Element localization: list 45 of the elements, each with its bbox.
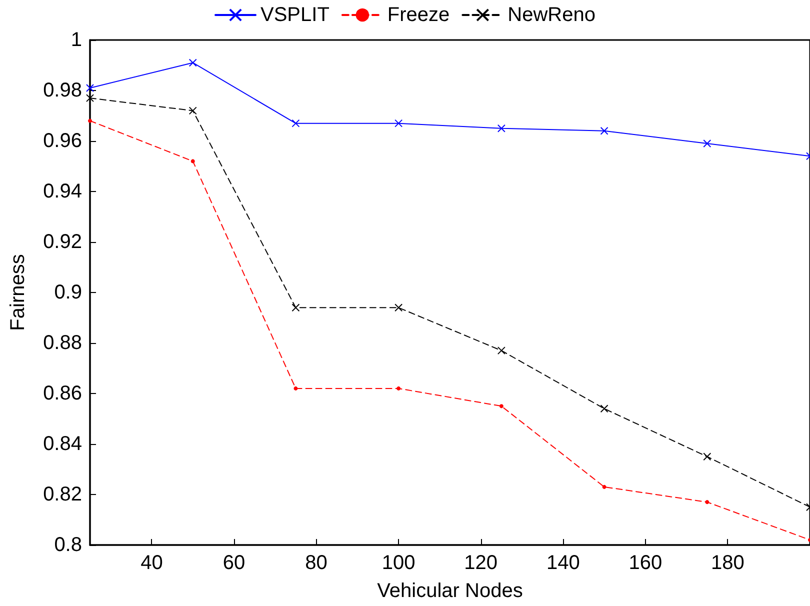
point	[394, 119, 403, 128]
point	[705, 500, 710, 504]
x-tick-label: 40	[140, 552, 163, 574]
point	[600, 126, 608, 135]
point	[703, 452, 712, 461]
point	[499, 404, 504, 408]
point	[703, 140, 712, 148]
legend-label: VSPLIT	[260, 4, 330, 26]
y-tick-label: 0.88	[43, 332, 82, 354]
point	[188, 58, 197, 67]
x-tick-label: 80	[305, 552, 328, 574]
x-tick-label: 100	[382, 552, 416, 574]
point	[292, 119, 300, 128]
y-tick-label: 0.96	[43, 130, 82, 152]
x-tick-label: 60	[222, 552, 246, 574]
x-tick-label: 140	[546, 552, 580, 574]
legend-label: NewReno	[508, 4, 596, 26]
x-tick-label: 180	[711, 552, 744, 574]
point	[292, 304, 300, 312]
point	[394, 304, 403, 312]
y-tick-label: 1	[70, 29, 82, 51]
y-tick-label: 0.94	[43, 180, 82, 202]
x-tick-label: 160	[628, 552, 662, 574]
point	[294, 386, 298, 390]
point	[396, 386, 401, 390]
x-tick-label: 120	[464, 552, 498, 574]
y-axis-title: Fairness	[7, 254, 29, 331]
legend-label: Freeze	[387, 4, 450, 26]
point	[88, 118, 92, 123]
point	[497, 124, 506, 132]
point	[497, 346, 506, 355]
y-tick-label: 0.98	[43, 80, 82, 102]
point	[86, 84, 94, 92]
point	[188, 106, 197, 115]
point	[600, 404, 608, 413]
y-tick-label: 0.9	[54, 282, 82, 304]
point	[190, 159, 195, 164]
point	[602, 484, 606, 489]
y-tick-label: 0.82	[43, 484, 82, 506]
y-tick-label: 0.92	[43, 231, 82, 253]
y-tick-label: 0.84	[43, 433, 82, 455]
y-tick-label: 0.8	[54, 534, 82, 556]
x-axis-title: Vehicular Nodes	[377, 580, 523, 602]
y-tick-label: 0.86	[43, 382, 82, 404]
point	[86, 94, 94, 102]
